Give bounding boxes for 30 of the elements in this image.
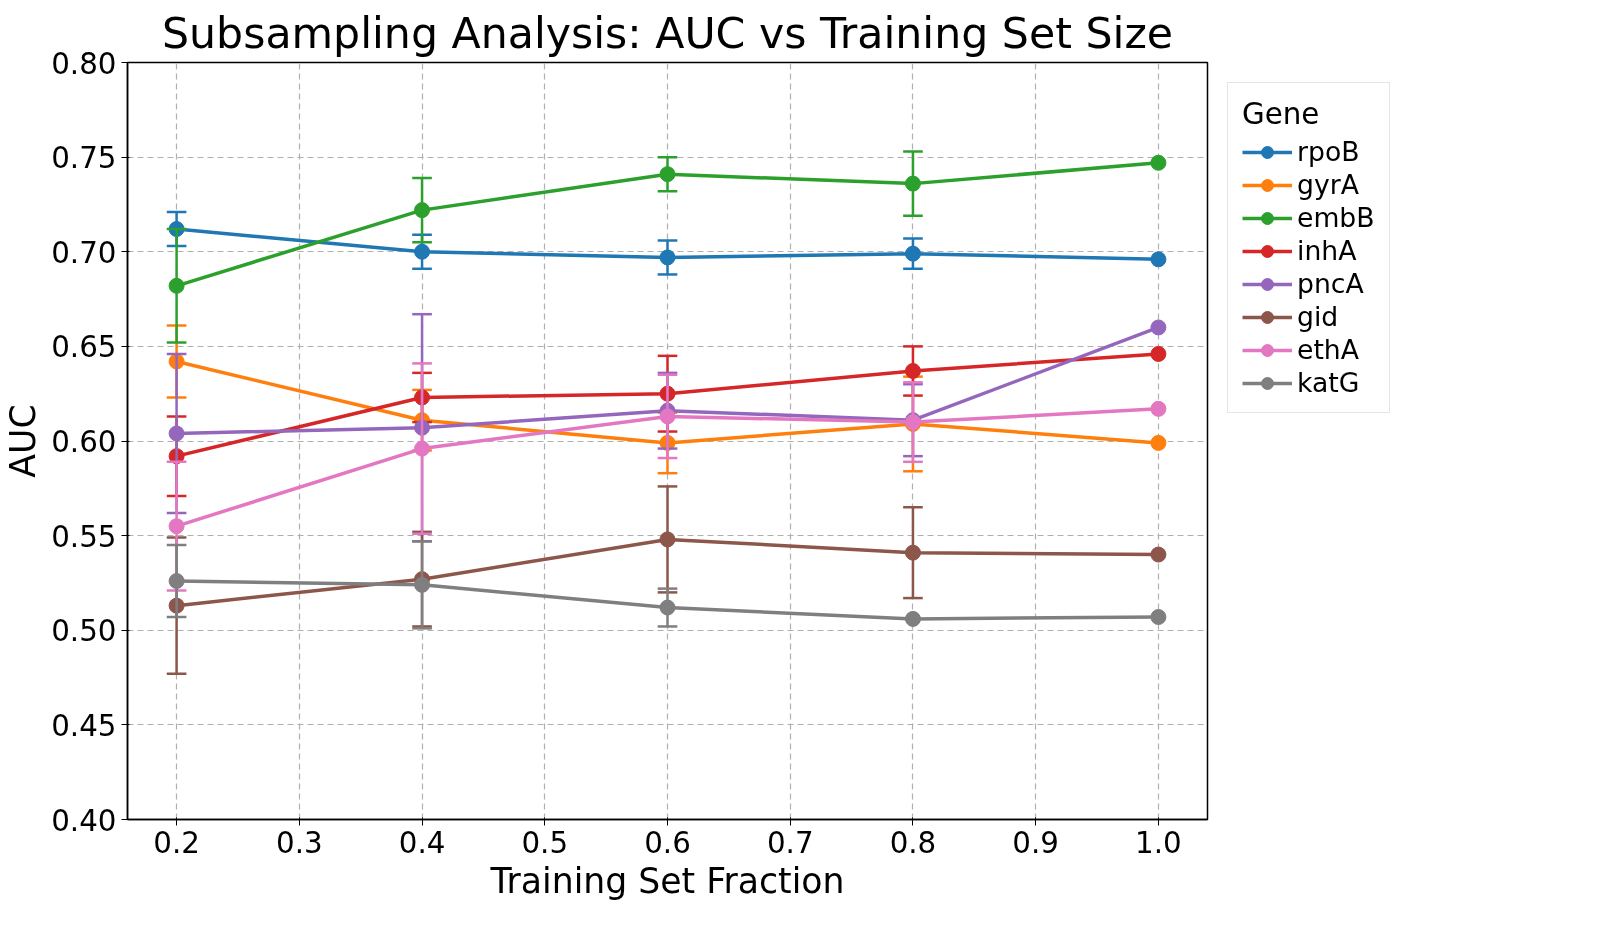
x-tick-label: 0.2 bbox=[153, 825, 200, 860]
x-tick-label: 0.4 bbox=[398, 825, 446, 860]
y-tick-label: 0.45 bbox=[51, 708, 117, 743]
x-axis-title: Training Set Fraction bbox=[489, 860, 845, 901]
y-tick-label: 0.70 bbox=[51, 235, 117, 270]
y-tick-label: 0.65 bbox=[51, 330, 117, 365]
y-tick-label: 0.75 bbox=[51, 141, 117, 176]
legend-label: gid bbox=[1297, 301, 1339, 332]
y-tick-label: 0.60 bbox=[51, 425, 117, 459]
y-tick-label: 0.40 bbox=[51, 803, 117, 838]
legend-label: katG bbox=[1297, 367, 1360, 398]
chart-title: Subsampling Analysis: AUC vs Training Set Size bbox=[161, 7, 1174, 58]
x-tick-label: 0.5 bbox=[521, 825, 569, 860]
y-tick-label: 0.55 bbox=[51, 519, 117, 554]
x-tick-label: 0.7 bbox=[766, 825, 814, 860]
x-tick-label: 0.3 bbox=[276, 825, 323, 860]
y-tick-label: 0.50 bbox=[51, 614, 117, 649]
y-tick-label: 0.80 bbox=[51, 46, 117, 81]
legend-label: embB bbox=[1297, 202, 1375, 233]
legend-label: gyrA bbox=[1297, 169, 1359, 200]
legend-label: inhA bbox=[1297, 235, 1357, 266]
y-axis-title: AUC bbox=[3, 404, 44, 478]
legend-label: pncA bbox=[1297, 268, 1364, 299]
legend-title: Gene bbox=[1242, 97, 1321, 131]
legend-label: rpoB bbox=[1297, 136, 1360, 167]
legend-label: ethA bbox=[1297, 334, 1359, 365]
x-tick-label: 0.9 bbox=[1012, 825, 1060, 860]
x-tick-label: 0.6 bbox=[644, 825, 691, 860]
x-tick-label: 1.0 bbox=[1135, 825, 1182, 860]
x-tick-label: 0.8 bbox=[889, 825, 937, 860]
